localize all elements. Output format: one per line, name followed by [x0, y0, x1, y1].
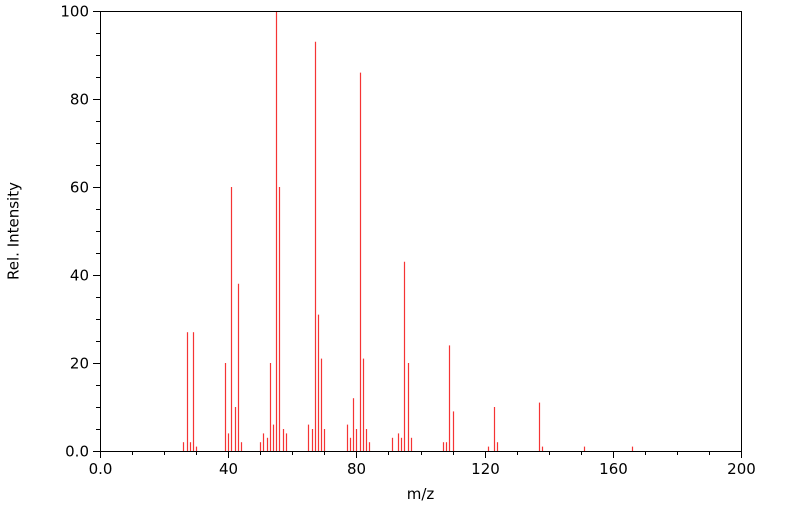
x-tick-label: 40	[219, 460, 238, 478]
y-tick-label: 20	[70, 355, 89, 373]
x-tick-label: 160	[599, 460, 628, 478]
y-tick-label: 0.0	[65, 443, 89, 461]
x-tick-label: 80	[347, 460, 366, 478]
y-tick-label: 100	[60, 3, 89, 21]
y-axis-label: Rel. Intensity	[4, 182, 23, 280]
x-tick-label: 0.0	[89, 460, 113, 478]
y-tick-label: 60	[70, 179, 89, 197]
x-tick-label: 120	[471, 460, 500, 478]
y-tick-label: 80	[70, 91, 89, 109]
x-tick-label: 200	[727, 460, 756, 478]
plot-frame	[100, 11, 742, 452]
x-axis-label: m/z	[406, 485, 435, 503]
y-tick-label: 40	[70, 267, 89, 285]
